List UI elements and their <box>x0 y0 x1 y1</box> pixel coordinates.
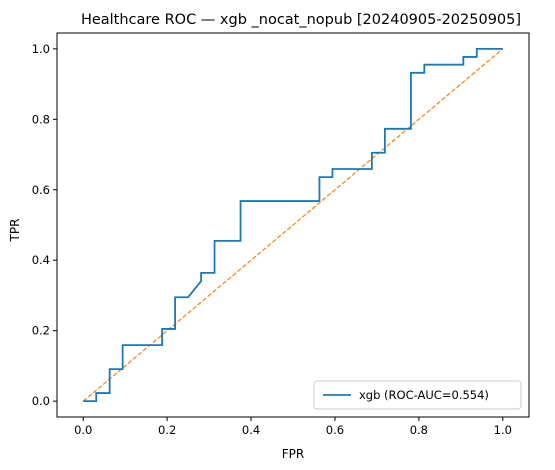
plot-area <box>56 32 530 418</box>
chance-diagonal-line <box>82 48 504 402</box>
x-tick-label: 0.2 <box>158 423 176 437</box>
y-tick-label: 1.0 <box>32 42 50 56</box>
y-tick-label: 0.8 <box>32 112 50 126</box>
x-tick-label: 0.8 <box>410 423 428 437</box>
y-tick-label: 0.0 <box>32 394 50 408</box>
plot-frame <box>56 32 530 418</box>
x-tick-label: 1.0 <box>494 423 512 437</box>
y-tick-label: 0.4 <box>32 253 50 267</box>
x-axis-label: FPR <box>282 447 304 461</box>
legend: xgb (ROC-AUC=0.554) <box>313 380 522 410</box>
y-tick-label: 0.2 <box>32 324 50 338</box>
chart-title: Healthcare ROC — xgb _nocat_nopub [20240… <box>81 12 521 28</box>
roc-curve-line <box>83 47 503 403</box>
x-tick-label: 0.0 <box>74 423 92 437</box>
y-axis: 0.0 0.2 0.4 0.6 0.8 1.0 <box>32 42 57 408</box>
legend-box <box>313 380 522 410</box>
x-axis: 0.0 0.2 0.4 0.6 0.8 1.0 <box>74 417 512 437</box>
legend-label-xgb: xgb (ROC-AUC=0.554) <box>359 388 489 402</box>
y-tick-label: 0.6 <box>32 183 50 197</box>
x-tick-label: 0.6 <box>326 423 344 437</box>
y-axis-label: TPR <box>8 219 22 243</box>
x-tick-label: 0.4 <box>242 423 260 437</box>
